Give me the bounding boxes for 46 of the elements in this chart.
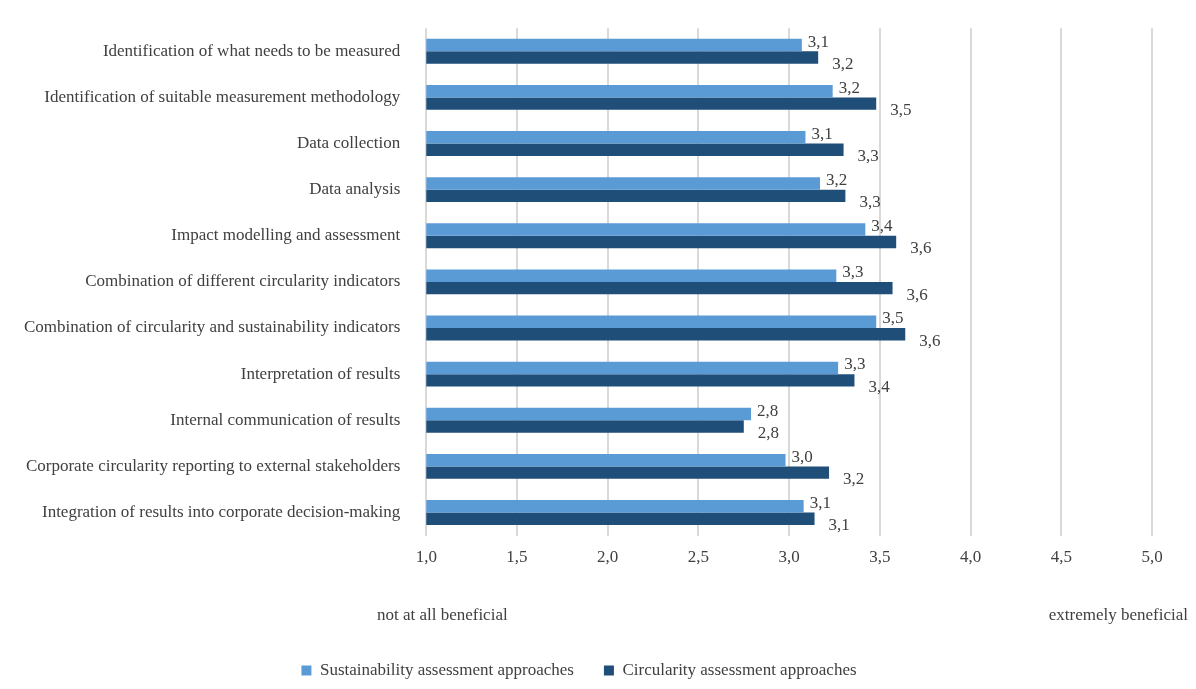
data-label: 3,2 [825, 169, 848, 189]
x-tick-label: 3,5 [869, 547, 891, 567]
y-tick-label: Combination of different circularity indicators [85, 271, 401, 291]
y-tick-label: Identification of suitable measurement methodology [44, 86, 401, 106]
data-label: 3,0 [791, 446, 813, 466]
x-tick-label: 3,0 [778, 547, 800, 567]
y-tick-label: Internal communication of results [170, 409, 401, 429]
y-tick-label: Identification of what needs to be measured [102, 40, 401, 60]
legend-label: Circularity assessment approaches [622, 659, 857, 679]
data-label: 3,4 [871, 216, 894, 236]
data-label: 3,2 [838, 77, 860, 97]
data-label: 3,5 [890, 100, 912, 120]
data-label: 3,6 [906, 284, 928, 304]
data-label: 3,5 [882, 308, 904, 328]
y-tick-label: Corporate circularity reporting to external stakeholders [25, 455, 401, 475]
data-label: 2,8 [757, 422, 780, 442]
y-tick-label: Data collection [296, 132, 401, 152]
y-tick-label: Impact modelling and assessment [171, 225, 401, 245]
x-tick-label: 4,5 [1050, 547, 1072, 567]
y-tick-label: Integration of results into corporate decision-making [41, 502, 401, 522]
data-label: 3,1 [807, 31, 830, 51]
y-tick-label: Combination of circularity and sustainability indicators [23, 317, 401, 337]
legend-label: Sustainability assessment approaches [319, 659, 574, 679]
data-label: 2,8 [757, 400, 779, 420]
data-label: 3,3 [857, 146, 879, 166]
y-tick-label: Data analysis [309, 179, 401, 199]
data-label: 3,1 [828, 515, 850, 535]
data-label: 3,2 [843, 469, 865, 489]
x-tick-label: 2,0 [597, 547, 619, 567]
data-label: 3,1 [809, 492, 831, 512]
x-tick-label: 1,5 [506, 547, 528, 567]
data-label: 3,3 [842, 262, 864, 282]
data-label: 3,3 [859, 192, 881, 212]
data-label: 3,1 [811, 123, 833, 143]
x-tick-label: 2,5 [687, 547, 710, 567]
data-label: 3,4 [868, 376, 891, 396]
text: not at all beneficial [376, 605, 508, 625]
y-tick-label: Interpretation of results [240, 363, 401, 383]
data-label: 3,6 [910, 238, 932, 258]
x-tick-label: 1,0 [415, 547, 437, 567]
data-label: 3,3 [844, 354, 866, 374]
x-tick-label: 4,0 [959, 547, 982, 567]
text: extremely beneficial [1048, 605, 1189, 625]
data-label: 3,2 [832, 53, 854, 73]
x-tick-label: 5,0 [1141, 547, 1163, 567]
data-label: 3,6 [919, 330, 941, 350]
